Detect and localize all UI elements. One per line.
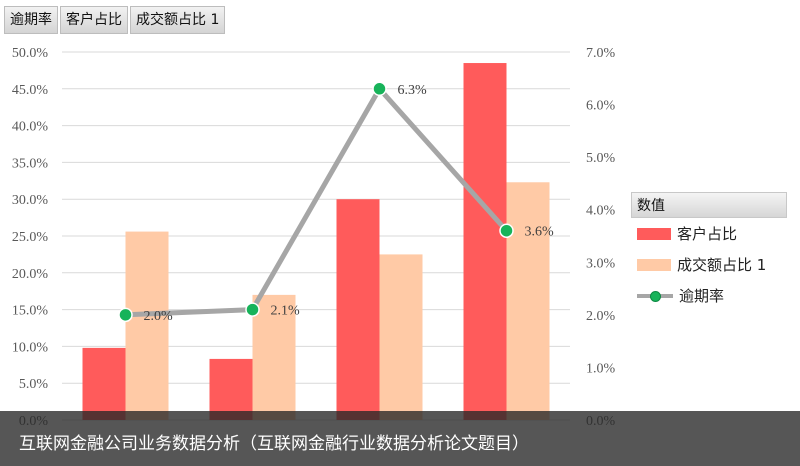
bar-turnover-share <box>506 182 550 420</box>
y-left-tick-label: 15.0% <box>12 304 49 319</box>
y-left-tick-label: 20.0% <box>12 267 49 282</box>
legend-item-overdue-rate[interactable]: 逾期率 <box>631 280 787 311</box>
legend-swatch-overdue-rate <box>637 290 673 302</box>
legend-label-overdue-rate: 逾期率 <box>679 287 725 305</box>
bar-customer-share <box>463 63 507 420</box>
y-left-tick-label: 35.0% <box>12 156 49 171</box>
y-right-tick-label: 3.0% <box>586 256 616 271</box>
marker-overdue-rate <box>118 307 133 323</box>
field-button-customer-share[interactable]: 客户占比 <box>60 6 128 34</box>
y-right-tick-label: 5.0% <box>586 151 616 166</box>
marker-overdue-rate <box>245 302 260 317</box>
y-right-tick-label: 1.0% <box>586 361 616 376</box>
y-left-tick-label: 45.0% <box>12 83 49 98</box>
caption-overlay: 互联网金融公司业务数据分析（互联网金融行业数据分析论文题目） <box>0 411 800 466</box>
y-right-tick-label: 7.0% <box>586 46 616 61</box>
bar-turnover-share <box>125 231 169 420</box>
bar-customer-share <box>336 199 380 420</box>
marker-overdue-rate <box>372 81 387 97</box>
y-right-tick-label: 2.0% <box>586 309 616 324</box>
y-left-tick-label: 30.0% <box>12 193 49 208</box>
bar-turnover-share <box>379 254 423 420</box>
y-left-tick-label: 10.0% <box>12 340 49 355</box>
data-label-overdue-rate: 2.1% <box>271 304 301 319</box>
y-right-tick-label: 4.0% <box>586 204 616 219</box>
data-label-overdue-rate: 2.0% <box>144 309 174 324</box>
bar-customer-share <box>209 358 253 420</box>
pivot-field-buttons: 逾期率 客户占比 成交额占比 1 <box>4 6 226 34</box>
marker-overdue-rate <box>499 223 514 238</box>
data-label-overdue-rate: 6.3% <box>398 83 428 98</box>
y-left-tick-label: 5.0% <box>19 377 49 392</box>
y-left-tick-label: 25.0% <box>12 230 49 245</box>
y-left-tick-label: 50.0% <box>12 46 49 61</box>
legend-label-customer-share: 客户占比 <box>677 225 738 243</box>
field-button-turnover-share[interactable]: 成交额占比 1 <box>130 6 226 34</box>
legend-swatch-turnover-share <box>637 258 671 271</box>
legend-item-turnover-share[interactable]: 成交额占比 1 <box>631 249 787 280</box>
legend-item-customer-share[interactable]: 客户占比 <box>631 218 787 249</box>
y-left-tick-label: 40.0% <box>12 120 49 135</box>
data-label-overdue-rate: 3.6% <box>525 225 555 240</box>
legend-title[interactable]: 数值 <box>631 192 787 218</box>
legend-swatch-customer-share <box>637 227 671 240</box>
y-right-tick-label: 6.0% <box>586 99 616 114</box>
line-overdue-rate <box>125 86 509 318</box>
legend-label-turnover-share: 成交额占比 1 <box>677 256 767 274</box>
bar-turnover-share <box>252 294 296 420</box>
chart-legend: 数值 客户占比 成交额占比 1 逾期率 <box>631 192 787 311</box>
bar-customer-share <box>82 347 126 420</box>
field-button-overdue-rate[interactable]: 逾期率 <box>4 6 58 34</box>
